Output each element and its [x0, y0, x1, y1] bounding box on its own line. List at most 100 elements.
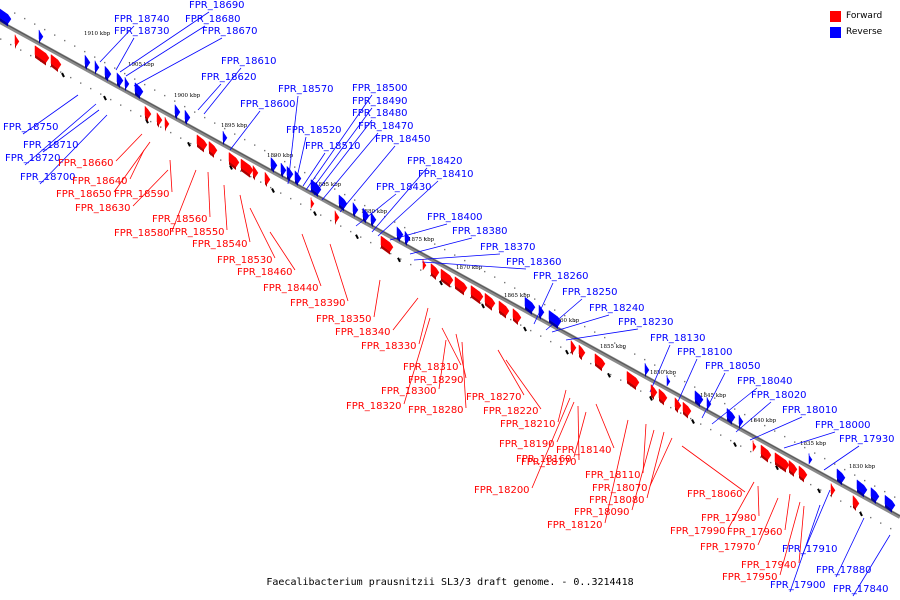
- tick-dot: [144, 83, 146, 86]
- reverse-gene-block: [174, 103, 181, 120]
- reverse-gene-block: [286, 165, 294, 182]
- major-tick: [691, 419, 695, 424]
- tick-dot: [150, 120, 152, 123]
- forward-gene-label: FPR_18190: [499, 439, 555, 450]
- tick-dot: [610, 373, 612, 376]
- tick-dot: [84, 50, 86, 53]
- forward-gene-block: [774, 452, 790, 473]
- forward-gene-block: [156, 112, 163, 128]
- kbp-label: 1890 kbp: [267, 153, 294, 159]
- forward-gene-callout: [207, 171, 211, 218]
- kbp-label: 1905 kbp: [128, 62, 155, 68]
- reverse-gene-callout: [203, 67, 242, 115]
- tick-dot: [494, 276, 496, 278]
- reverse-gene-block: [352, 201, 359, 218]
- forward-gene-callout: [531, 397, 571, 489]
- forward-gene-label: FPR_17970: [700, 542, 756, 553]
- forward-gene-label: FPR_17950: [722, 572, 778, 583]
- major-tick: [523, 326, 527, 332]
- forward-gene-callout: [129, 149, 145, 180]
- reverse-gene-label: FPR_18510: [305, 141, 361, 152]
- tick-dot: [184, 105, 186, 108]
- tick-dot: [854, 474, 856, 476]
- tick-dot: [560, 346, 562, 348]
- forward-gene-callout: [604, 419, 629, 524]
- gene-callout-lines: [22, 11, 891, 597]
- reverse-gene-block: [0, 8, 12, 27]
- reverse-gene-label: FPR_18050: [705, 361, 761, 372]
- reverse-gene-label: FPR_17900: [770, 580, 826, 591]
- forward-gene-label: FPR_18110: [585, 470, 641, 481]
- tick-dot: [564, 314, 566, 317]
- forward-gene-block: [798, 465, 808, 483]
- major-tick: [187, 141, 191, 147]
- reverse-gene-block: [836, 468, 846, 486]
- tick-dot: [304, 171, 306, 174]
- forward-gene-callout: [373, 279, 381, 318]
- tick-dot: [74, 45, 76, 47]
- reverse-gene-label: FPR_18600: [240, 99, 296, 110]
- reverse-gene-label: FPR_18250: [562, 287, 618, 298]
- tick-dot: [890, 527, 892, 530]
- tick-dot: [694, 386, 696, 388]
- major-tick: [565, 349, 569, 355]
- major-tick: [481, 303, 485, 309]
- forward-gene-block: [310, 197, 315, 210]
- tick-dot: [380, 247, 382, 249]
- reverse-gene-label: FPR_18260: [533, 271, 589, 282]
- tick-dot: [110, 98, 112, 101]
- reverse-gene-label: FPR_18500: [352, 83, 408, 94]
- tick-dot: [394, 221, 396, 223]
- forward-gene-callout: [573, 411, 587, 458]
- tick-dot: [274, 155, 276, 157]
- forward-gene-label: FPR_18540: [192, 239, 248, 250]
- tick-dot: [530, 329, 532, 332]
- tick-dot: [280, 192, 282, 194]
- major-tick: [439, 280, 443, 286]
- tick-dot: [880, 522, 882, 524]
- reverse-gene-label: FPR_18400: [427, 212, 483, 223]
- tick-dot: [124, 72, 126, 75]
- forward-gene-callout: [418, 307, 429, 345]
- forward-gene-label: FPR_18650: [56, 189, 112, 200]
- reverse-gene-label: FPR_18710: [23, 140, 79, 151]
- forward-gene-callout: [577, 405, 580, 461]
- tick-dot: [670, 406, 672, 409]
- tick-dot: [584, 325, 586, 328]
- tick-dot: [664, 369, 666, 372]
- reverse-gene-callout: [565, 328, 639, 341]
- forward-gene-block: [752, 440, 757, 453]
- reverse-gene-label: FPR_18700: [20, 172, 76, 183]
- reverse-gene-label: FPR_18450: [375, 134, 431, 145]
- forward-gene-callout: [249, 207, 276, 259]
- tick-dot: [64, 39, 66, 42]
- tick-dot: [720, 434, 722, 436]
- major-tick: [271, 188, 275, 193]
- tick-dot: [220, 159, 222, 161]
- reverse-gene-callout: [133, 37, 223, 87]
- reverse-gene-callout: [229, 110, 261, 151]
- forward-gene-label: FPR_18440: [263, 283, 319, 294]
- forward-gene-block: [594, 353, 606, 372]
- forward-gene-callout: [595, 403, 615, 449]
- tick-dot: [674, 375, 676, 377]
- forward-gene-block: [830, 483, 836, 498]
- reverse-gene-callout: [355, 193, 397, 227]
- tick-dot: [430, 274, 432, 277]
- tick-dot: [884, 490, 886, 493]
- gene-blocks: [0, 8, 896, 513]
- backbone-line: [0, 20, 900, 519]
- forward-gene-callout: [505, 359, 542, 410]
- kbp-label: 1835 kbp: [800, 441, 827, 447]
- forward-gene-block: [50, 54, 62, 73]
- tick-dot: [30, 54, 32, 57]
- reverse-gene-callout: [115, 37, 135, 71]
- tick-dot: [830, 494, 832, 497]
- reverse-gene-label: FPR_18720: [5, 153, 61, 164]
- forward-gene-label: FPR_17990: [670, 526, 726, 537]
- major-tick: [229, 164, 233, 170]
- forward-gene-callout: [132, 169, 169, 207]
- tick-dot: [424, 237, 426, 240]
- tick-dot: [370, 241, 372, 244]
- tick-dot: [634, 353, 636, 355]
